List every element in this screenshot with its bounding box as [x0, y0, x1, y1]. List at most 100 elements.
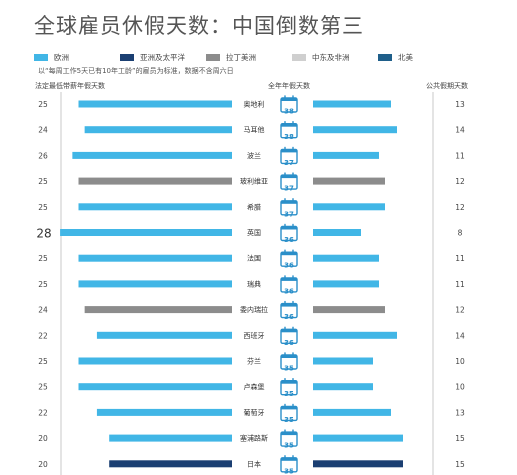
calendar-icon: [280, 378, 298, 396]
left-value-label: 22: [38, 331, 48, 340]
country-label: 玻利维亚: [240, 177, 268, 186]
total-value-label: 37: [284, 210, 294, 218]
left-bar: [96, 331, 232, 339]
right-value-label: 12: [455, 177, 465, 186]
header-center: 全年年假天数: [268, 81, 310, 90]
total-value-label: 36: [284, 236, 294, 244]
country-label: 波兰: [247, 151, 261, 160]
right-bar: [313, 100, 391, 108]
right-bar: [313, 383, 373, 391]
country-label: 瑞典: [247, 279, 261, 288]
country-label: 委内瑞拉: [240, 305, 268, 314]
calendar-icon: [280, 146, 298, 165]
total-value-label: 35: [284, 365, 294, 373]
legend-item: 欧洲: [34, 52, 69, 66]
calendar-icon: [280, 172, 298, 190]
right-value-label: 10: [455, 357, 465, 366]
right-value-label: 12: [455, 203, 465, 212]
subtitle-note: 以“每周工作5天已有10年工龄”的雇员为标准，数据不含周六日: [38, 67, 234, 75]
right-bar: [313, 229, 361, 236]
left-value-label: 22: [38, 408, 48, 417]
left-value-label: 20: [38, 460, 48, 469]
country-label: 马耳他: [244, 125, 265, 134]
left-bar: [109, 434, 232, 442]
legend-item: 中东及非洲: [292, 52, 350, 66]
right-bar: [313, 331, 397, 339]
right-bar: [313, 408, 391, 416]
total-value-label: 36: [284, 313, 294, 321]
left-value-label: 25: [38, 100, 48, 109]
country-label: 葡萄牙: [244, 408, 265, 417]
calendar-icon: [280, 223, 298, 242]
legend-item: 亚洲及太平洋: [120, 52, 185, 66]
left-bar: [84, 306, 232, 314]
calendar-icon: [280, 429, 298, 447]
header-right: 公共假期天数: [426, 81, 468, 90]
right-bar: [313, 254, 379, 262]
left-value-label: 24: [38, 306, 48, 315]
right-value-label: 14: [455, 126, 465, 135]
country-label: 英国: [247, 228, 261, 237]
total-value-label: 36: [284, 339, 294, 347]
left-bar: [78, 100, 232, 108]
legend-item: 拉丁美洲: [206, 52, 256, 66]
right-bar: [313, 126, 397, 134]
legend-swatch: [292, 53, 306, 61]
total-value-label: 35: [284, 467, 294, 475]
left-value-label: 25: [38, 383, 48, 392]
calendar-icon: [280, 249, 298, 267]
left-value-label: 28: [36, 227, 51, 241]
total-value-label: 38: [284, 108, 294, 116]
legend-label: 北美: [398, 53, 413, 62]
country-label: 西班牙: [244, 331, 265, 340]
total-value-label: 36: [284, 262, 294, 270]
country-label: 希腊: [247, 202, 261, 211]
right-value-label: 12: [455, 306, 465, 315]
right-value-label: 15: [455, 434, 465, 443]
right-value-label: 13: [455, 100, 465, 109]
header-left: 法定最低带薪年假天数: [35, 81, 105, 90]
left-value-label: 24: [38, 126, 48, 135]
right-bar: [313, 306, 385, 314]
legend-label: 拉丁美洲: [226, 53, 256, 62]
right-bar: [313, 434, 403, 442]
chart-title: 全球雇员休假天数：中国倒数第三: [34, 14, 364, 38]
left-value-label: 25: [38, 254, 48, 263]
left-value-label: 25: [38, 203, 48, 212]
calendar-icon: [280, 95, 298, 113]
legend-swatch: [206, 53, 220, 61]
legend-label: 欧洲: [54, 53, 69, 62]
legend-swatch: [378, 53, 392, 61]
total-value-label: 38: [284, 133, 294, 141]
legend-item: 北美: [378, 52, 413, 66]
calendar-icon: [280, 403, 298, 422]
country-label: 法国: [247, 254, 261, 263]
left-value-label: 26: [38, 151, 48, 160]
calendar-icon: [280, 300, 298, 319]
total-value-label: 35: [284, 390, 294, 398]
right-value-label: 15: [455, 460, 465, 469]
calendar-icon: [280, 120, 298, 139]
left-bar: [72, 151, 232, 159]
left-bar: [84, 126, 232, 134]
right-value-label: 11: [455, 254, 465, 263]
left-bar: [78, 254, 232, 262]
right-bar: [313, 177, 385, 185]
country-label: 卢森堡: [244, 382, 265, 391]
legend-swatch: [34, 53, 48, 61]
right-value-label: 14: [455, 331, 465, 340]
left-value-label: 25: [38, 280, 48, 289]
right-bar: [313, 357, 373, 365]
left-value-label: 25: [38, 357, 48, 366]
calendar-icon: [280, 352, 298, 370]
total-value-label: 35: [284, 416, 294, 424]
country-label: 塞浦路斯: [240, 434, 268, 443]
right-value-label: 8: [458, 229, 463, 238]
total-value-label: 37: [284, 159, 294, 167]
right-value-label: 11: [455, 151, 465, 160]
left-bar: [78, 280, 232, 288]
left-bar: [96, 408, 232, 416]
country-label: 奥地利: [244, 100, 265, 109]
right-value-label: 10: [455, 383, 465, 392]
left-bar: [109, 460, 232, 468]
